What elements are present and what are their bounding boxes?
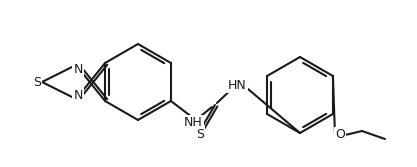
Text: HN: HN: [228, 78, 246, 92]
Text: NH: NH: [183, 117, 202, 129]
Text: S: S: [196, 127, 204, 140]
Text: S: S: [33, 75, 41, 89]
Text: N: N: [73, 62, 83, 75]
Text: N: N: [73, 89, 83, 102]
Text: O: O: [335, 128, 345, 141]
